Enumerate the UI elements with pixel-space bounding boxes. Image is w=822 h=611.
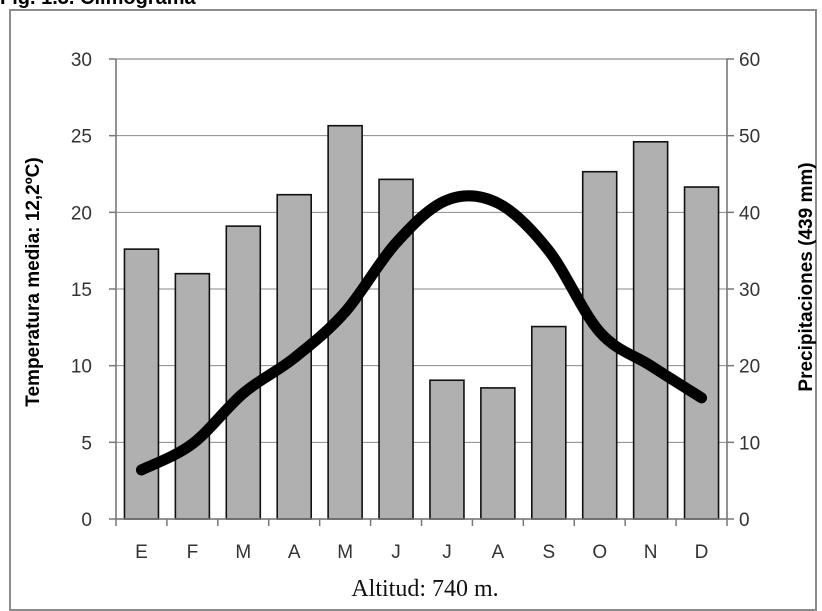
precipitation-bar	[632, 141, 669, 520]
temperature-line	[135, 190, 708, 476]
x-tick-label: A	[492, 542, 505, 563]
x-tick-label: O	[592, 542, 607, 563]
x-tick-label: J	[442, 542, 452, 563]
precipitation-bar	[174, 272, 211, 520]
left-tick-label: 15	[71, 280, 92, 301]
precipitation-bar	[683, 186, 720, 520]
header-text: Fig. 1.3. Climograma	[0, 0, 196, 9]
right-tick-label: 30	[739, 280, 760, 301]
x-tick-label: E	[135, 542, 148, 563]
precipitation-bar	[123, 248, 160, 520]
grid-lines	[116, 135, 727, 443]
right-tick-label: 10	[739, 433, 760, 454]
precipitation-bar	[480, 387, 516, 520]
left-tick-label: 10	[71, 357, 92, 378]
right-tick-label: 20	[739, 357, 760, 378]
x-tick-label: M	[337, 542, 353, 563]
x-tick-label: A	[288, 542, 301, 563]
left-tick-label: 30	[71, 50, 92, 71]
left-tick-label: 20	[71, 203, 92, 224]
line-layer	[135, 190, 708, 476]
x-tick-label: N	[644, 542, 658, 563]
right-axis-title: Precipitaciones (439 mm)	[796, 162, 817, 391]
altitude-caption: Altitud: 740 m.	[351, 576, 498, 602]
left-tick-label: 25	[71, 127, 92, 148]
right-tick-label: 50	[739, 127, 760, 148]
precipitation-bar	[429, 379, 465, 520]
right-tick-labels: 0 10 20 30 40 50 60	[727, 50, 760, 531]
x-tick-label: D	[695, 542, 709, 563]
right-tick-label: 60	[739, 50, 760, 71]
x-tick-label: F	[187, 542, 199, 563]
x-tick-label: J	[391, 542, 401, 563]
precipitation-bar	[530, 325, 567, 520]
x-tick-label: M	[235, 542, 251, 563]
precipitation-bar	[225, 225, 262, 520]
left-tick-labels: 0 5 10 15 20 25 30	[71, 50, 116, 531]
x-tick-label: S	[542, 542, 555, 563]
right-tick-label: 0	[739, 510, 750, 531]
left-tick-label: 5	[81, 433, 92, 454]
right-tick-label: 40	[739, 203, 760, 224]
left-axis-title: Temperatura media: 12,2ºC)	[23, 157, 44, 406]
left-tick-label: 0	[81, 510, 92, 531]
